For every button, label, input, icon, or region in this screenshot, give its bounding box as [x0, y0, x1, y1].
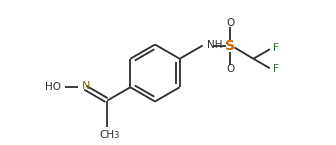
Text: O: O [226, 64, 235, 74]
Text: F: F [273, 43, 279, 53]
Text: N: N [82, 81, 90, 91]
Text: S: S [225, 39, 236, 52]
Text: O: O [226, 18, 235, 28]
Text: F: F [273, 64, 279, 74]
Text: 3: 3 [113, 132, 118, 141]
Text: NH: NH [207, 39, 222, 49]
Text: CH: CH [100, 130, 115, 141]
Text: HO: HO [45, 82, 60, 92]
